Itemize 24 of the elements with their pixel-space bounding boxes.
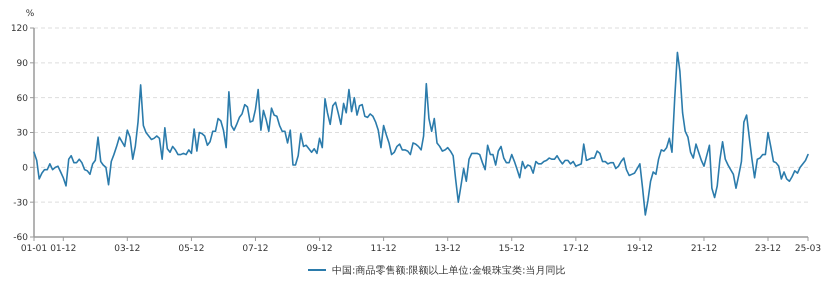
x-tick-label: 15-12 [498,244,525,254]
x-tick-label: 03-12 [114,244,140,254]
y-tick-label: -30 [13,198,28,208]
legend-label: 中国:商品零售额:限额以上单位:金银珠宝类:当月同比 [332,264,566,276]
y-tick-label: 30 [16,128,28,139]
y-axis-title: % [26,9,35,19]
x-tick-label: 07-12 [242,244,269,254]
y-tick-label: 60 [16,94,28,104]
y-tick-label: 0 [22,163,28,174]
x-tick-label: 01-01 [20,244,48,254]
x-tick-label: 17-12 [562,244,589,254]
line-series [33,52,809,216]
x-tick-label: 23-12 [754,244,782,254]
x-tick-label: 05-12 [178,244,205,254]
x-tick-label: 25-03 [794,244,822,254]
x-tick-label: 21-12 [690,244,718,254]
y-tick-label: 120 [10,24,28,34]
x-tick-label: 19-12 [626,244,653,254]
x-tick-label: 09-12 [306,244,333,254]
y-tick-label: 90 [16,58,28,69]
x-tick-label: 11-12 [370,244,397,254]
y-tick-label: -60 [13,233,28,244]
x-tick-label: 13-12 [434,244,461,254]
x-tick-label: 01-12 [50,244,76,254]
